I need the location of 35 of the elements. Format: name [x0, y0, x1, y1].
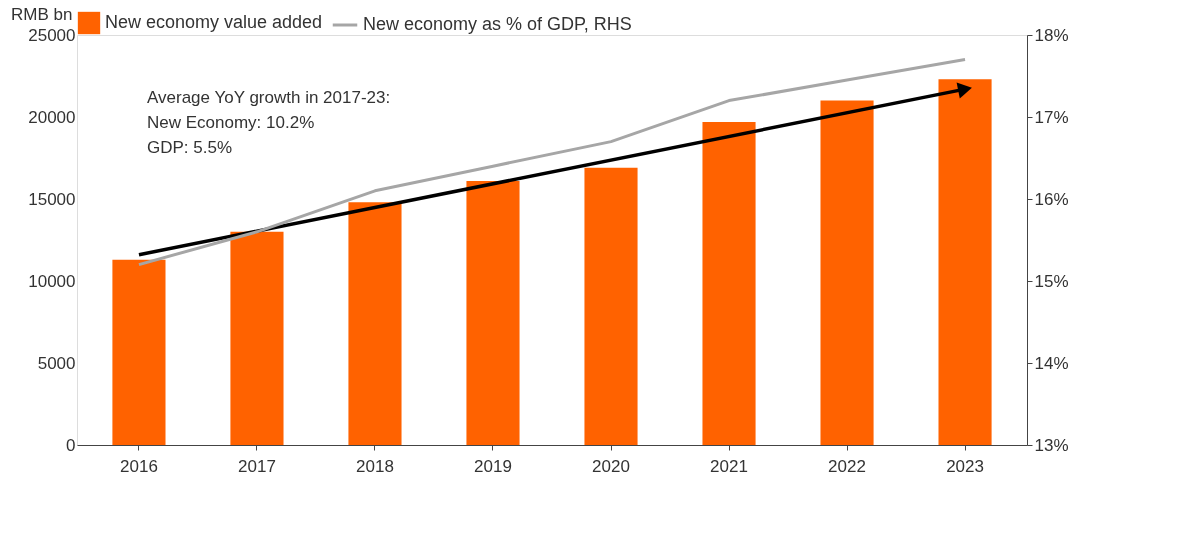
x-tick-label: 2019 — [474, 456, 512, 476]
y2-tick-label: 16% — [1034, 189, 1069, 209]
y-axis-title: RMB bn — [11, 4, 73, 24]
x-tick-label: 2018 — [356, 456, 394, 476]
y2-tick-label: 13% — [1034, 435, 1069, 455]
bar — [820, 100, 874, 445]
y-tick-label: 0 — [66, 435, 76, 455]
annotation: New Economy: 10.2% — [147, 113, 315, 132]
y-tick-label: 15000 — [28, 189, 76, 209]
legend-label: New economy as % of GDP, RHS — [363, 14, 632, 34]
y2-tick-label: 14% — [1034, 353, 1069, 373]
y2-tick-label: 18% — [1034, 25, 1069, 45]
y-tick-label: 20000 — [28, 107, 76, 127]
bar — [348, 202, 402, 445]
x-tick-label: 2017 — [238, 456, 276, 476]
y2-tick-label: 15% — [1034, 271, 1069, 291]
x-tick-label: 2022 — [828, 456, 866, 476]
bar — [230, 231, 284, 445]
y2-tick-label: 17% — [1034, 107, 1069, 127]
bar — [112, 259, 166, 445]
bar — [938, 79, 992, 445]
x-tick-label: 2020 — [592, 456, 630, 476]
annotation: GDP: 5.5% — [147, 138, 233, 157]
bar — [584, 167, 638, 445]
bar — [702, 121, 756, 445]
y-tick-label: 25000 — [28, 25, 76, 45]
y-tick-label: 10000 — [28, 271, 76, 291]
x-tick-label: 2021 — [710, 456, 748, 476]
legend-label: New economy value added — [105, 12, 323, 32]
bar — [466, 180, 520, 445]
x-tick-label: 2023 — [946, 456, 984, 476]
annotation: Average YoY growth in 2017-23: — [147, 88, 391, 107]
line-series — [137, 58, 967, 267]
x-tick-label: 2016 — [120, 456, 158, 476]
y-tick-label: 5000 — [37, 353, 76, 373]
